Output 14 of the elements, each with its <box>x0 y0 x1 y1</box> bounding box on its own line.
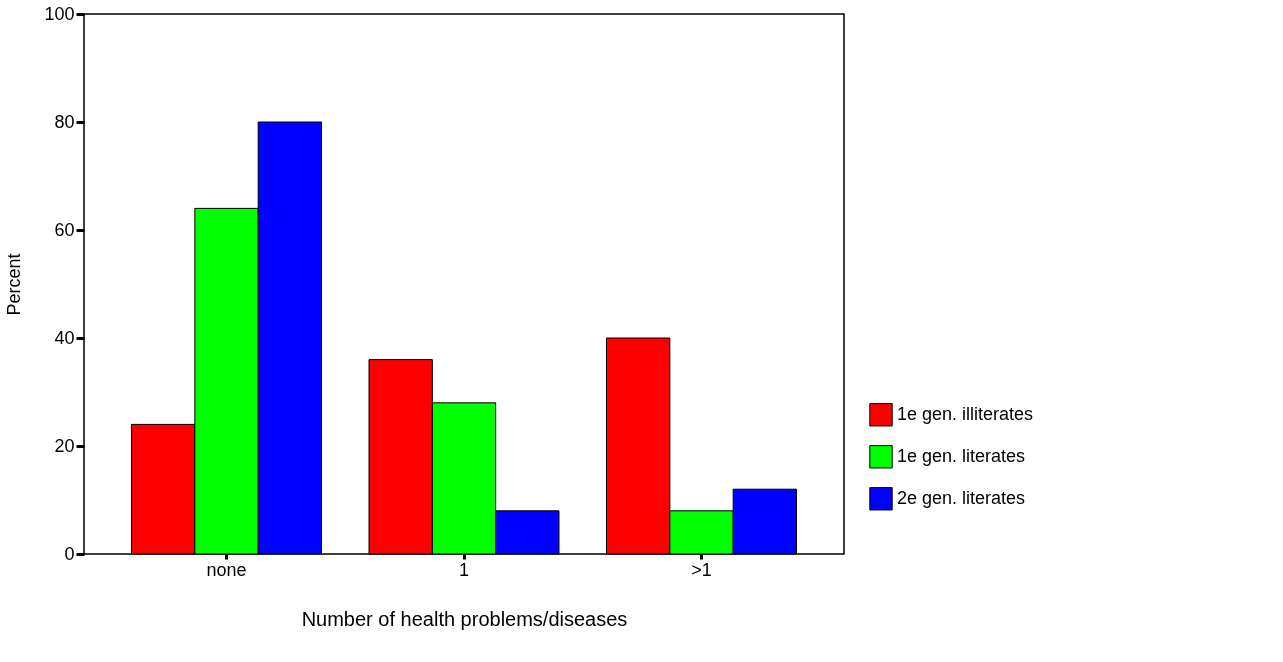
y-tick-label: 80 <box>54 111 75 132</box>
y-tick-label: 100 <box>44 3 75 24</box>
legend-label: 2e gen. literates <box>897 487 1026 508</box>
y-tick-label: 40 <box>54 327 75 348</box>
x-axis-title: Number of health problems/diseases <box>301 607 628 630</box>
legend-label: 1e gen. literates <box>897 445 1026 466</box>
x-tick-label: none <box>206 559 247 580</box>
x-tick-label: >1 <box>691 559 712 580</box>
legend-label: 1e gen. illiterates <box>897 403 1034 424</box>
y-axis-title: Percent <box>4 253 25 316</box>
y-tick-label: 20 <box>54 435 75 456</box>
x-tick-label: 1 <box>458 559 470 580</box>
y-tick-label: 0 <box>64 543 75 564</box>
y-tick-label: 60 <box>54 219 75 240</box>
